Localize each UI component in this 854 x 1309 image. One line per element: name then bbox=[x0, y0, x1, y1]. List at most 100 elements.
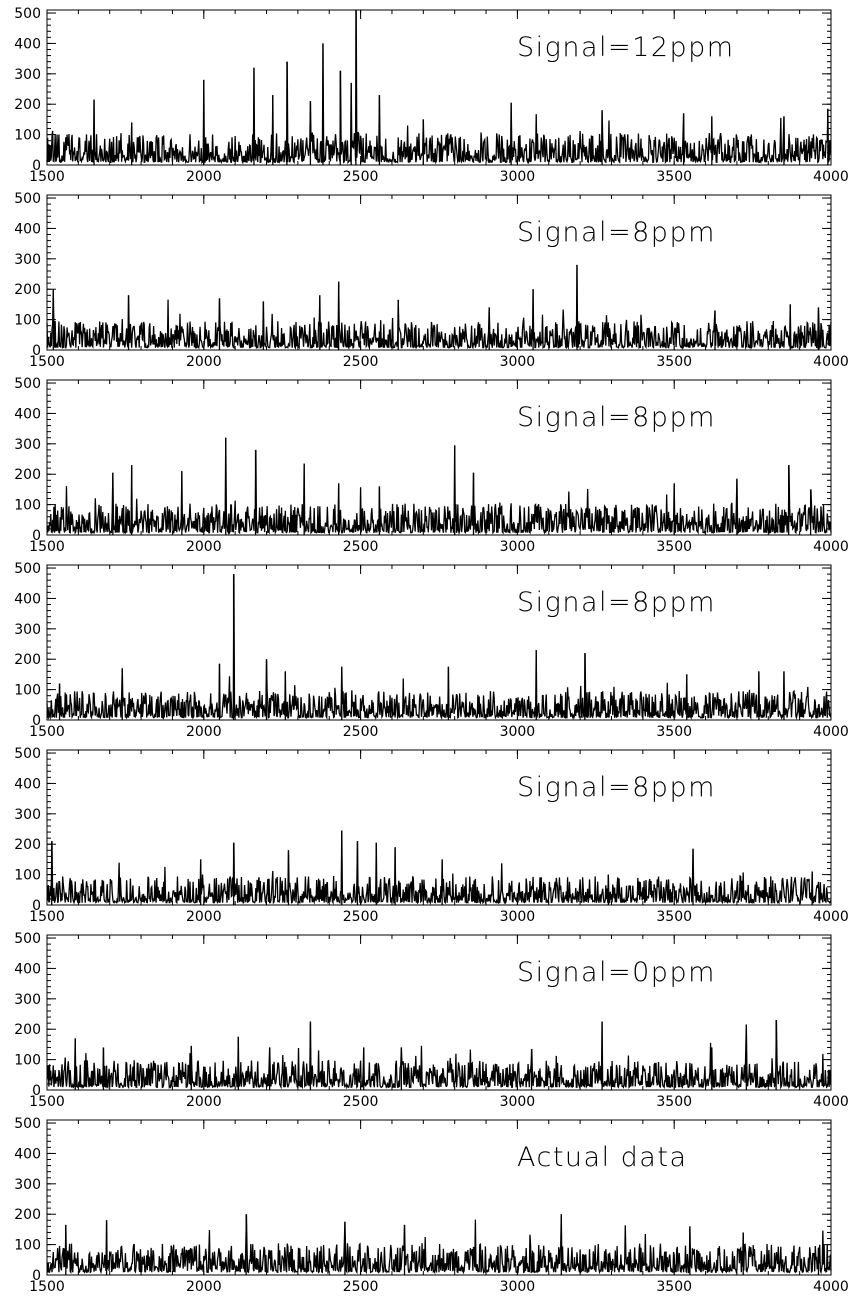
chart-panel-7: 1500 2000 2500 3000 3500 4000 0 100 200 300 400 500… bbox=[14, 1116, 849, 1295]
y-tick-label: 0 bbox=[32, 528, 41, 544]
x-tick-label: 2500 bbox=[343, 539, 379, 555]
x-tick-label: 1500 bbox=[29, 1094, 65, 1110]
x-tick-label: 2000 bbox=[186, 724, 222, 740]
x-tick-label: 2000 bbox=[186, 169, 222, 185]
y-tick-label: 400 bbox=[14, 221, 41, 237]
x-tick-label: 3500 bbox=[656, 354, 692, 370]
y-tick-label: 500 bbox=[14, 376, 41, 392]
plot-frame bbox=[46, 1119, 832, 1276]
x-tick-label: 4000 bbox=[813, 539, 849, 555]
panel-annotation: Signal=8ppm bbox=[517, 402, 716, 433]
y-tick-label: 0 bbox=[32, 898, 41, 914]
x-tick-label: 3000 bbox=[500, 724, 536, 740]
y-tick-label: 100 bbox=[14, 313, 41, 329]
panel-annotation: Signal=8ppm bbox=[517, 217, 716, 248]
x-tick-label: 1500 bbox=[29, 909, 65, 925]
x-tick-label: 3000 bbox=[500, 1094, 536, 1110]
chart-panel-5: 1500 2000 2500 3000 3500 4000 0 100 200 300 400 500… bbox=[14, 746, 849, 925]
y-tick-label: 500 bbox=[14, 6, 41, 22]
spectrum-series-line bbox=[46, 830, 832, 906]
panel-annotation: Signal=0ppm bbox=[517, 957, 716, 988]
y-tick-label: 400 bbox=[14, 406, 41, 422]
y-tick-label: 500 bbox=[14, 746, 41, 762]
x-tick-label: 4000 bbox=[813, 169, 849, 185]
x-tick-label: 4000 bbox=[813, 724, 849, 740]
x-tick-label: 2000 bbox=[186, 1094, 222, 1110]
y-tick-label: 200 bbox=[14, 652, 41, 668]
y-tick-label: 400 bbox=[14, 776, 41, 792]
plot-frame bbox=[46, 9, 832, 166]
x-tick-label: 2000 bbox=[186, 539, 222, 555]
spectrum-series-line bbox=[46, 1020, 832, 1090]
panel-annotation: Signal=12ppm bbox=[517, 32, 735, 63]
x-tick-label: 2500 bbox=[343, 724, 379, 740]
x-tick-label: 4000 bbox=[813, 354, 849, 370]
y-tick-label: 400 bbox=[14, 961, 41, 977]
x-tick-label: 2500 bbox=[343, 1094, 379, 1110]
x-tick-label: 3500 bbox=[656, 169, 692, 185]
spectrum-series-line bbox=[46, 437, 832, 536]
panel-annotation: Signal=8ppm bbox=[517, 772, 716, 803]
y-tick-label: 200 bbox=[14, 467, 41, 483]
y-tick-label: 200 bbox=[14, 97, 41, 113]
y-tick-label: 200 bbox=[14, 282, 41, 298]
x-tick-label: 2500 bbox=[343, 1279, 379, 1295]
x-tick-label: 2000 bbox=[186, 354, 222, 370]
x-tick-label: 4000 bbox=[813, 909, 849, 925]
y-tick-label: 0 bbox=[32, 343, 41, 359]
x-tick-label: 2500 bbox=[343, 354, 379, 370]
y-tick-label: 300 bbox=[14, 1177, 41, 1193]
panel-annotation: Signal=8ppm bbox=[517, 587, 716, 618]
y-tick-label: 100 bbox=[14, 498, 41, 514]
plot-frame bbox=[46, 194, 832, 351]
y-tick-label: 0 bbox=[32, 1083, 41, 1099]
spectrum-series-line bbox=[46, 1214, 832, 1275]
y-tick-label: 500 bbox=[14, 931, 41, 947]
y-tick-label: 200 bbox=[14, 1022, 41, 1038]
x-tick-label: 3000 bbox=[500, 169, 536, 185]
y-tick-label: 0 bbox=[32, 158, 41, 174]
x-tick-label: 3000 bbox=[500, 1279, 536, 1295]
y-tick-label: 200 bbox=[14, 1207, 41, 1223]
x-tick-label: 2000 bbox=[186, 1279, 222, 1295]
x-tick-label: 3500 bbox=[656, 1094, 692, 1110]
plot-frame bbox=[46, 749, 832, 906]
y-tick-label: 300 bbox=[14, 992, 41, 1008]
chart-panel-1: 1500 2000 2500 3000 3500 4000 0 100 200 300 400 500… bbox=[14, 6, 849, 185]
x-tick-label: 1500 bbox=[29, 539, 65, 555]
x-tick-label: 3500 bbox=[656, 909, 692, 925]
x-tick-label: 3500 bbox=[656, 539, 692, 555]
panel-annotation: Actual data bbox=[517, 1142, 687, 1173]
spectrum-series-line bbox=[46, 9, 832, 165]
y-tick-label: 300 bbox=[14, 437, 41, 453]
x-tick-label: 4000 bbox=[813, 1094, 849, 1110]
spectrum-series-line bbox=[46, 574, 832, 721]
x-tick-label: 2500 bbox=[343, 909, 379, 925]
y-tick-label: 400 bbox=[14, 1146, 41, 1162]
x-tick-label: 1500 bbox=[29, 354, 65, 370]
x-tick-label: 4000 bbox=[813, 1279, 849, 1295]
y-tick-label: 500 bbox=[14, 561, 41, 577]
x-tick-label: 3000 bbox=[500, 909, 536, 925]
chart-panel-3: 1500 2000 2500 3000 3500 4000 0 100 200 300 400 500… bbox=[14, 376, 849, 555]
chart-panel-4: 1500 2000 2500 3000 3500 4000 0 100 200 300 400 500… bbox=[14, 561, 849, 740]
y-tick-label: 300 bbox=[14, 252, 41, 268]
y-tick-label: 0 bbox=[32, 1268, 41, 1284]
y-tick-label: 300 bbox=[14, 622, 41, 638]
chart-panel-6: 1500 2000 2500 3000 3500 4000 0 100 200 300 400 500… bbox=[14, 931, 849, 1110]
y-tick-label: 100 bbox=[14, 1238, 41, 1254]
y-tick-label: 500 bbox=[14, 1116, 41, 1132]
chart-panel-2: 1500 2000 2500 3000 3500 4000 0 100 200 300 400 500… bbox=[14, 191, 849, 370]
y-tick-label: 300 bbox=[14, 67, 41, 83]
y-tick-label: 400 bbox=[14, 36, 41, 52]
y-tick-label: 500 bbox=[14, 191, 41, 207]
plot-frame bbox=[46, 379, 832, 536]
y-tick-label: 100 bbox=[14, 1053, 41, 1069]
plot-frame bbox=[46, 564, 832, 721]
x-tick-label: 3500 bbox=[656, 724, 692, 740]
y-tick-label: 300 bbox=[14, 807, 41, 823]
y-tick-label: 100 bbox=[14, 683, 41, 699]
x-tick-label: 1500 bbox=[29, 1279, 65, 1295]
y-tick-label: 200 bbox=[14, 837, 41, 853]
